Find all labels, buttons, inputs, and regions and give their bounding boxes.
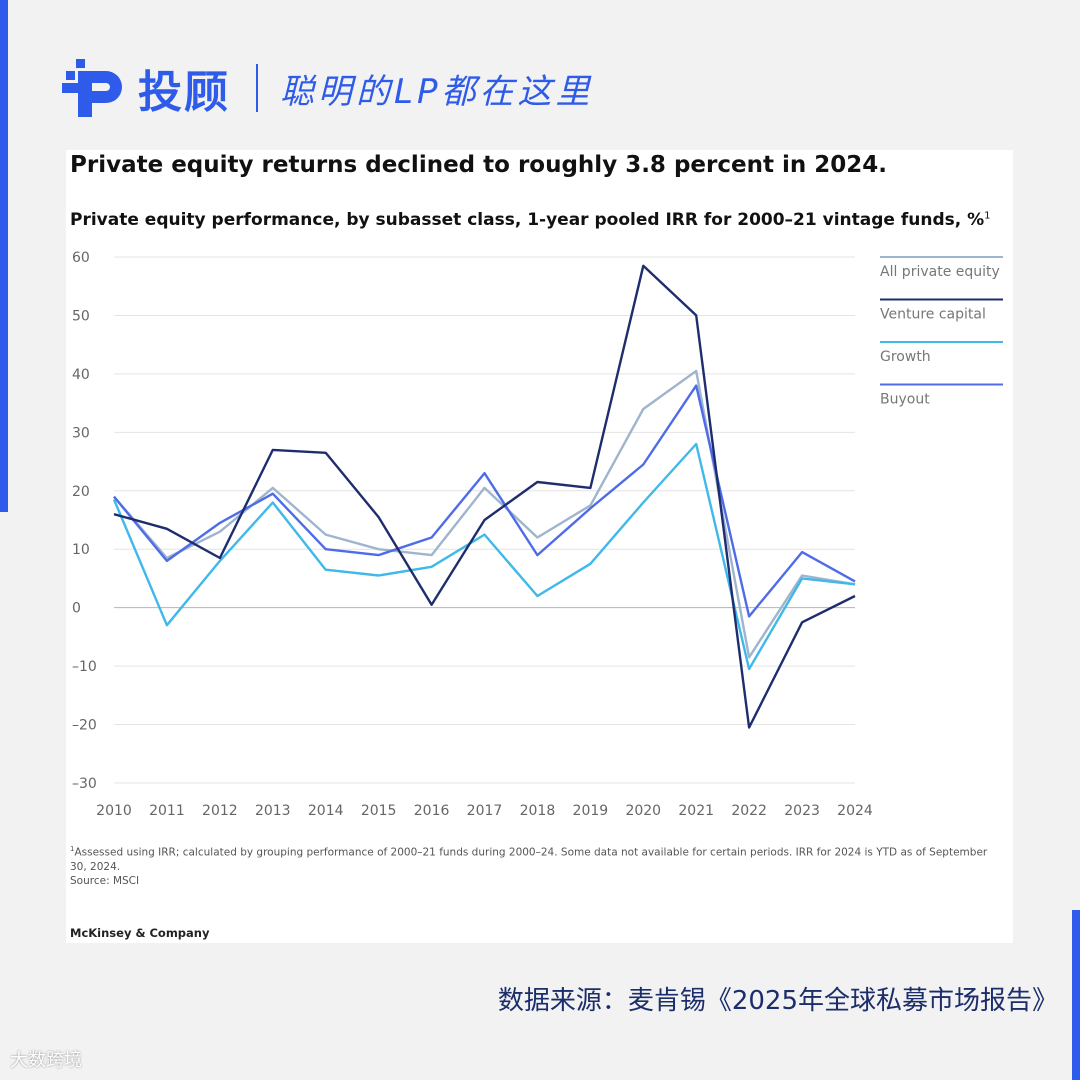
series-line-venture-capital bbox=[113, 264, 856, 729]
x-tick-label: 2012 bbox=[202, 803, 238, 819]
x-tick-label: 2017 bbox=[467, 803, 503, 819]
watermark: 大数跨境 bbox=[10, 1050, 82, 1071]
x-tick-label: 2021 bbox=[678, 803, 714, 819]
y-tick-label: –20 bbox=[72, 718, 97, 734]
y-tick-label: –30 bbox=[72, 776, 97, 792]
footnote: 1Assessed using IRR; calculated by group… bbox=[70, 842, 1000, 888]
y-tick-label: –10 bbox=[72, 659, 97, 675]
footnote-marker: 1 bbox=[70, 845, 75, 853]
accent-bar-right bbox=[1072, 910, 1080, 1080]
x-tick-label: 2011 bbox=[149, 803, 185, 819]
legend-label: Growth bbox=[880, 349, 931, 365]
y-tick-label: 10 bbox=[72, 542, 90, 558]
x-tick-label: 2024 bbox=[837, 803, 873, 819]
header: 投顾 聪明的LP都在这里 bbox=[62, 56, 593, 120]
y-tick-label: 30 bbox=[72, 425, 90, 441]
y-tick-label: 40 bbox=[72, 367, 90, 383]
chart-brand: McKinsey & Company bbox=[70, 926, 210, 940]
x-tick-label: 2010 bbox=[96, 803, 132, 819]
legend-label: Venture capital bbox=[880, 307, 986, 323]
x-tick-label: 2018 bbox=[520, 803, 556, 819]
brand-name: 投顾 bbox=[138, 67, 230, 118]
x-tick-label: 2013 bbox=[255, 803, 291, 819]
chart-card: Private equity returns declined to rough… bbox=[66, 150, 1013, 943]
footnote-text: Assessed using IRR; calculated by groupi… bbox=[70, 846, 988, 873]
chart-subtitle: Private equity performance, by subasset … bbox=[70, 210, 991, 230]
x-tick-label: 2020 bbox=[625, 803, 661, 819]
y-tick-label: 50 bbox=[72, 308, 90, 324]
y-tick-label: 0 bbox=[72, 601, 81, 617]
x-tick-label: 2014 bbox=[308, 803, 344, 819]
x-tick-label: 2019 bbox=[573, 803, 609, 819]
footnote-source: Source: MSCI bbox=[70, 874, 140, 887]
series-line-all-private-equity bbox=[113, 369, 856, 659]
y-tick-label: 60 bbox=[72, 250, 90, 266]
y-tick-label: 20 bbox=[72, 484, 90, 500]
accent-bar-left bbox=[0, 0, 8, 512]
x-tick-label: 2022 bbox=[731, 803, 767, 819]
legend-label: Buyout bbox=[880, 392, 930, 408]
slogan: 聪明的LP都在这里 bbox=[280, 71, 594, 112]
chart-title: Private equity returns declined to rough… bbox=[70, 152, 887, 178]
header-divider bbox=[256, 64, 258, 112]
source-caption: 数据来源：麦肯锡《2025年全球私募市场报告》 bbox=[497, 986, 1058, 1016]
x-tick-label: 2016 bbox=[414, 803, 450, 819]
brand-logo-icon bbox=[62, 59, 122, 117]
chart-subtitle-note: 1 bbox=[984, 210, 991, 222]
series-line-buyout bbox=[113, 384, 856, 618]
x-tick-label: 2023 bbox=[784, 803, 820, 819]
x-tick-label: 2015 bbox=[361, 803, 397, 819]
chart-subtitle-text: Private equity performance, by subasset … bbox=[70, 210, 985, 230]
legend-label: All private equity bbox=[880, 264, 1000, 280]
